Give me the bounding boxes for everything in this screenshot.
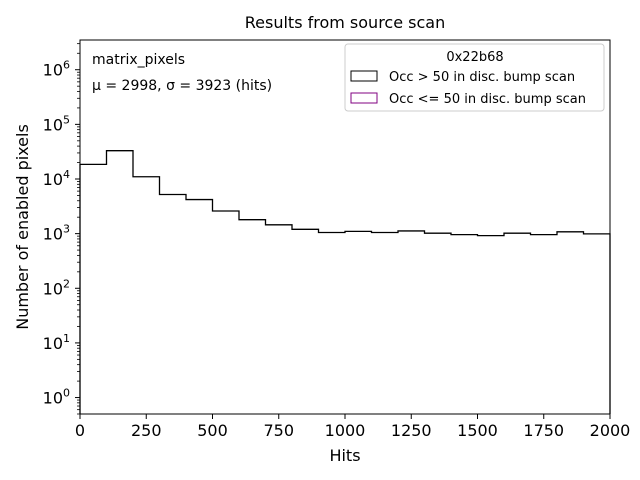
histogram-bin (425, 233, 452, 414)
x-axis-label: Hits (329, 446, 360, 465)
histogram-bin (266, 225, 293, 414)
legend-entry-occ-le-50: Occ <= 50 in disc. bump scan (389, 92, 586, 107)
chart-title: Results from source scan (245, 13, 445, 32)
y-axis-label: Number of enabled pixels (13, 124, 32, 330)
histogram-bin (345, 231, 372, 414)
x-tick-label: 2000 (590, 421, 631, 440)
histogram-bin (160, 195, 187, 414)
x-tick-label: 0 (75, 421, 85, 440)
histogram-outline (79, 150, 611, 414)
x-tick-label: 500 (197, 421, 228, 440)
y-tick-label: 102 (43, 277, 70, 298)
histogram-bin (213, 211, 240, 414)
histogram-bin (557, 232, 584, 414)
histogram-bin (584, 234, 611, 414)
x-axis-ticks: 0 250 500 750 1000 1250 1500 1750 2000 (75, 414, 630, 440)
x-tick-label: 1500 (457, 421, 498, 440)
histogram-bin (451, 235, 478, 414)
stats-annotation: μ = 2998, σ = 3923 (hits) (92, 78, 272, 94)
dataset-label: matrix_pixels (92, 52, 185, 68)
histogram-bin (398, 231, 425, 414)
y-axis-ticks: 100 101 102 103 104 105 106 (43, 43, 80, 415)
legend-entry-occ-gt-50: Occ > 50 in disc. bump scan (389, 70, 575, 85)
histogram-bin (372, 232, 399, 414)
histogram-bars (79, 150, 611, 414)
histogram-bin (478, 236, 505, 414)
y-tick-label: 105 (43, 113, 70, 134)
y-tick-label: 104 (43, 168, 70, 189)
legend-swatch-occ-le-50 (350, 92, 378, 104)
histogram-bin (531, 235, 558, 414)
y-tick-label: 106 (43, 59, 70, 80)
x-tick-label: 250 (131, 421, 162, 440)
histogram-bin (319, 232, 346, 414)
histogram-bin (239, 220, 266, 414)
legend: 0x22b68 Occ > 50 in disc. bump scan Occ … (344, 43, 605, 112)
legend-title: 0x22b68 (446, 50, 503, 65)
y-tick-label: 101 (43, 332, 70, 353)
x-tick-label: 1750 (523, 421, 564, 440)
x-tick-label: 1250 (391, 421, 432, 440)
histogram-bin (186, 200, 213, 414)
y-tick-label: 103 (43, 223, 70, 244)
y-tick-label: 100 (43, 387, 70, 408)
histogram-bin (133, 177, 160, 414)
legend-swatch-occ-gt-50 (350, 70, 378, 82)
histogram-bin (504, 233, 531, 414)
legend-box (344, 43, 605, 112)
x-tick-label: 750 (263, 421, 294, 440)
histogram-bin (292, 229, 319, 414)
x-tick-label: 1000 (325, 421, 366, 440)
histogram-bin (80, 164, 107, 414)
histogram-bin (107, 151, 134, 414)
